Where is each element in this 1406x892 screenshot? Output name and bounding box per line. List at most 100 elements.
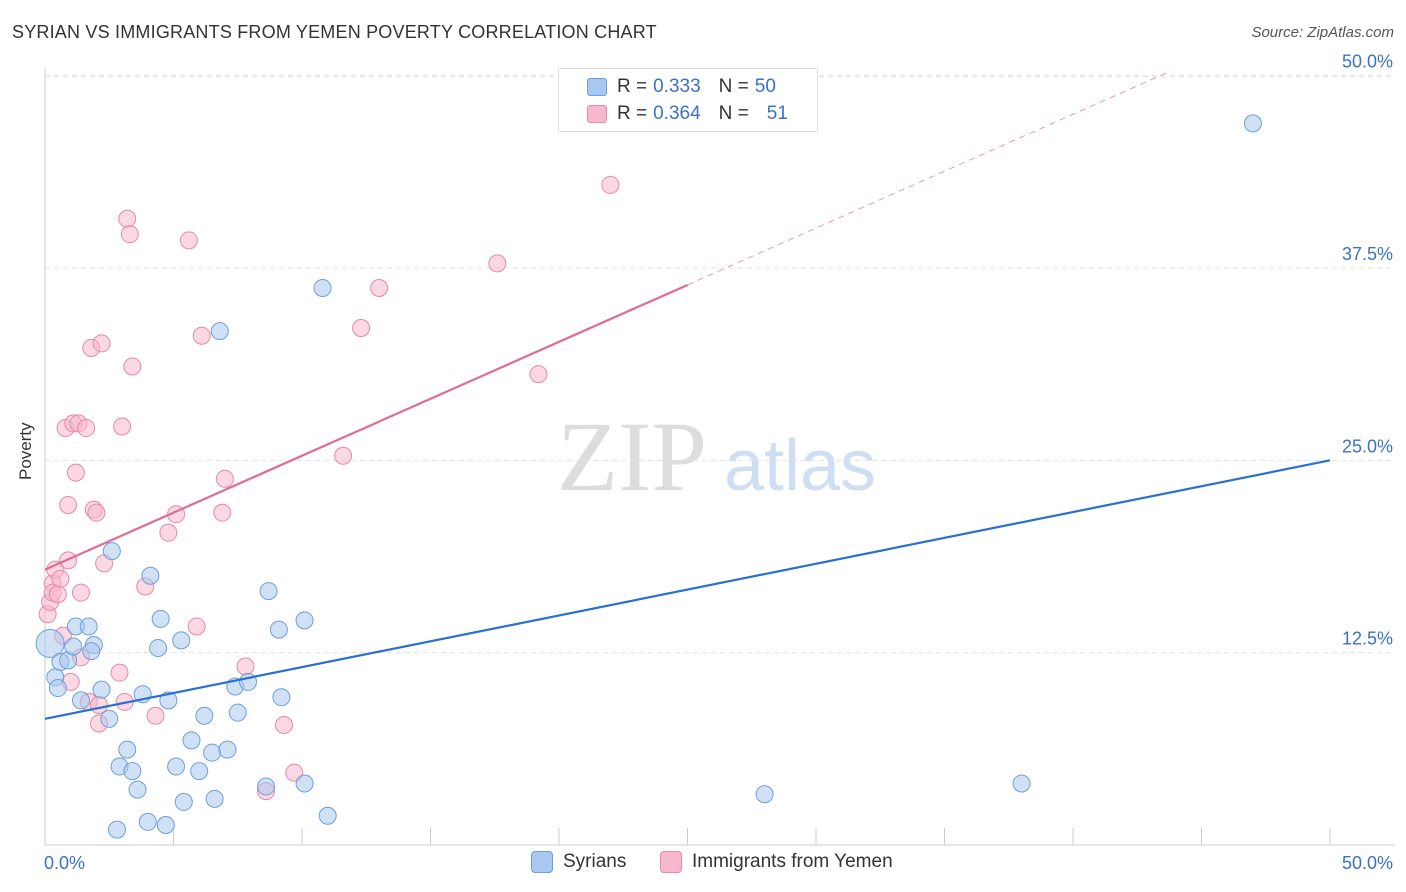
yemen-point — [92, 334, 111, 353]
syrian-point — [128, 780, 147, 799]
yemen-swatch — [587, 105, 607, 123]
syrian-points — [35, 114, 1262, 839]
yemen-point — [71, 583, 90, 602]
syrian-point — [79, 617, 98, 636]
trend-lines — [44, 70, 1331, 720]
legend-r-label: R = — [617, 76, 648, 97]
yemen-point — [601, 175, 620, 194]
yemen-point — [146, 706, 165, 725]
syrian-point — [174, 792, 193, 811]
syrian-point — [195, 706, 214, 725]
y-tick-label: 12.5% — [1342, 629, 1393, 649]
syrian-point — [228, 703, 247, 722]
yemen-trend-extension — [687, 70, 1171, 286]
yemen-point — [87, 503, 106, 522]
chart-title: SYRIAN VS IMMIGRANTS FROM YEMEN POVERTY … — [12, 22, 657, 42]
syrian-point — [138, 812, 157, 831]
watermark-atlas: atlas — [724, 426, 876, 506]
yemen-legend-swatch — [660, 851, 682, 873]
syrian-point — [123, 762, 142, 781]
yemen-point — [192, 326, 211, 345]
yemen-point — [352, 319, 371, 338]
syrian-point — [313, 279, 332, 298]
legend-yemen-n: 51 — [766, 103, 788, 124]
legend-row-syrians: R = 0.333 N = 50 — [587, 75, 776, 99]
yemen-point — [66, 463, 85, 482]
yemen-point — [213, 503, 232, 522]
syrian-point — [141, 566, 160, 585]
syrian-point — [755, 785, 774, 804]
syrian-point — [118, 740, 137, 759]
yemen-trend-line — [44, 283, 688, 571]
syrian-point — [272, 688, 291, 707]
legend-yemen-r: 0.364 — [653, 103, 701, 124]
bottom-legend-syrians: Syrians — [531, 851, 626, 873]
legend-syrians-r: 0.333 — [653, 76, 701, 97]
watermark-zip: ZIP — [557, 401, 707, 512]
syrians-legend-label: Syrians — [563, 851, 627, 872]
yemen-point — [275, 715, 294, 734]
syrian-point — [203, 743, 222, 762]
yemen-point — [334, 446, 353, 465]
syrians-legend-swatch — [531, 851, 553, 873]
yemen-point — [236, 657, 255, 676]
yemen-point — [123, 357, 142, 376]
source-label: Source: ZipAtlas.com — [1251, 24, 1394, 41]
syrian-point — [1012, 774, 1031, 793]
tick-labels: 12.5% 25.0% 37.5% 50.0% 0.0% 50.0% — [44, 52, 1393, 873]
yemen-point — [77, 419, 96, 438]
legend-r-label: R = — [617, 103, 648, 124]
syrian-point — [259, 582, 278, 601]
syrian-point — [35, 628, 65, 658]
syrian-point — [295, 774, 314, 793]
syrian-point — [257, 777, 276, 796]
yemen-point — [370, 279, 389, 298]
yemen-point — [159, 523, 178, 542]
syrian-point — [318, 806, 337, 825]
syrian-point — [100, 709, 119, 728]
syrian-point — [71, 691, 90, 710]
syrian-point — [149, 639, 168, 658]
yemen-point — [89, 695, 108, 714]
yemen-point — [51, 569, 70, 588]
yemen-point — [215, 469, 234, 488]
yemen-point — [118, 209, 137, 228]
syrians-trend-line — [44, 459, 1331, 720]
syrian-point — [295, 611, 314, 630]
gridlines — [45, 75, 1395, 654]
syrian-point — [64, 637, 83, 656]
syrian-point — [159, 691, 178, 710]
syrian-point — [182, 731, 201, 750]
syrian-point — [82, 642, 101, 661]
yemen-point — [110, 663, 129, 682]
axes — [44, 68, 1395, 846]
legend-row-yemen: R = 0.364 N = 51 — [587, 102, 788, 126]
syrian-point — [205, 789, 224, 808]
yemen-point — [59, 495, 78, 514]
yemen-point — [120, 225, 139, 244]
syrian-point — [107, 820, 126, 839]
syrian-point — [218, 740, 237, 759]
yemen-point — [529, 365, 548, 384]
yemen-point — [187, 617, 206, 636]
syrian-point — [269, 620, 288, 639]
syrian-point — [102, 542, 121, 561]
syrian-point — [92, 680, 111, 699]
yemen-point — [48, 585, 67, 604]
syrian-point — [48, 679, 67, 698]
x-tick-label: 50.0% — [1342, 853, 1393, 873]
syrian-point — [156, 815, 175, 834]
syrian-point — [172, 631, 191, 650]
syrian-point — [151, 609, 170, 628]
x-tick-label: 0.0% — [44, 853, 85, 873]
syrian-point — [190, 762, 209, 781]
correlation-legend: R = 0.333 N = 50 R = 0.364 N = 51 — [558, 68, 818, 132]
y-tick-label: 50.0% — [1342, 52, 1393, 72]
legend-n-label: N = — [718, 76, 749, 97]
syrians-swatch — [587, 78, 607, 96]
syrian-point — [167, 757, 186, 776]
yemen-legend-label: Immigrants from Yemen — [692, 851, 893, 872]
yemen-point — [113, 417, 132, 436]
bottom-legend-yemen: Immigrants from Yemen — [660, 851, 893, 873]
